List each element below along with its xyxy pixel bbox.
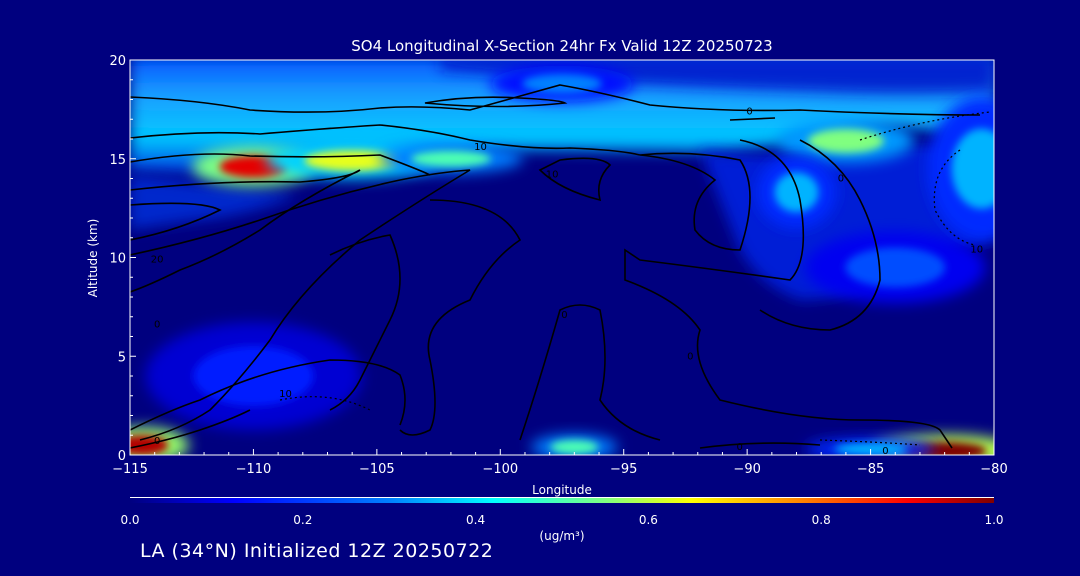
y-tick-label: 5	[118, 350, 126, 365]
contour-line	[130, 359, 406, 431]
contour-line	[130, 169, 471, 441]
concentration-blob	[410, 150, 491, 167]
plot-area: 10 10 0 0 10 20 0 10 0 0 0 0 0	[130, 60, 994, 457]
colorbar-ticks: 0.0 0.2 0.4 0.6 0.8 1.0	[120, 513, 1003, 527]
x-tick-label: −90	[733, 462, 760, 477]
contour-label: 10	[546, 170, 559, 181]
contour-line	[130, 84, 981, 116]
contour-line	[538, 157, 612, 202]
lower-tropopause-fringe	[130, 175, 300, 230]
contour-label: 10	[970, 245, 983, 256]
concentration-blob	[193, 346, 314, 406]
colorbar-tick-label: 0.8	[812, 513, 831, 527]
contour-label: 0	[746, 106, 752, 117]
footer-caption: LA (34°N) Initialized 12Z 20250722	[140, 540, 494, 562]
y-tick-label: 20	[109, 54, 126, 69]
colorbar-tick-label: 0.2	[293, 513, 312, 527]
x-tick-label: −85	[857, 462, 884, 477]
contour-line	[130, 409, 251, 449]
contour-label: 0	[838, 174, 844, 185]
contour-line	[424, 96, 568, 108]
contour-label: 0	[561, 310, 567, 321]
concentration-blob-layer	[130, 65, 994, 455]
y-tick-label: 0	[118, 449, 126, 464]
y-axis-label: Altitude (km)	[86, 219, 100, 298]
contour-label-layer: 10 10 0 0 10 20 0 10 0 0 0 0 0	[151, 106, 983, 457]
concentration-blob	[845, 247, 946, 288]
contour-label: 10	[279, 389, 292, 400]
contour-line	[399, 199, 522, 436]
x-axis-label: Longitude	[532, 483, 592, 497]
concentration-blob	[130, 435, 169, 455]
contour-line	[639, 152, 751, 251]
x-tick-label: −80	[980, 462, 1007, 477]
contour-label: 0	[154, 320, 160, 331]
contour-label: 0	[737, 442, 743, 453]
y-tick-label: 10	[109, 252, 126, 267]
contour-line	[130, 202, 222, 241]
x-tick-label: −100	[482, 462, 518, 477]
contour-label: 0	[687, 351, 693, 362]
contour-line	[329, 234, 401, 411]
contour-label: 10	[474, 142, 487, 153]
contour-line	[130, 124, 641, 156]
concentration-blob	[807, 128, 884, 153]
concentration-blob	[774, 172, 819, 213]
concentration-blob	[951, 128, 994, 209]
contour-line	[729, 117, 776, 121]
contour-line	[519, 304, 661, 441]
contour-line	[130, 153, 431, 176]
contour-line	[699, 442, 821, 449]
x-tick-label: −115	[112, 462, 148, 477]
y-axis: 0 5 10 15 20	[109, 54, 136, 464]
colorbar-tick-label: 0.0	[120, 513, 139, 527]
colorbar-tick-label: 0.6	[639, 513, 658, 527]
dotted-contour	[819, 439, 921, 446]
concentration-blob	[550, 440, 599, 455]
contour-line	[130, 169, 361, 293]
colorbar-tick-label: 0.4	[466, 513, 485, 527]
contour-label: 0	[882, 446, 888, 457]
colorbar-unit-label: (ug/m³)	[539, 529, 584, 543]
colorbar	[130, 498, 994, 503]
chart-title: SO4 Longitudinal X-Section 24hr Fx Valid…	[351, 37, 772, 55]
colorbar-tick-label: 1.0	[984, 513, 1003, 527]
x-tick-label: −105	[359, 462, 395, 477]
contour-line	[624, 139, 953, 449]
contour-line	[759, 139, 881, 331]
contour-label: 0	[154, 436, 160, 447]
dotted-contours	[279, 111, 991, 446]
x-tick-label: −95	[610, 462, 637, 477]
contour-lines	[130, 84, 981, 449]
x-axis: −115 −110 −105 −100 −95 −90 −85 −80	[112, 449, 1008, 477]
x-tick-label: −110	[236, 462, 272, 477]
contour-label: 20	[151, 254, 164, 265]
y-tick-label: 15	[109, 153, 126, 168]
